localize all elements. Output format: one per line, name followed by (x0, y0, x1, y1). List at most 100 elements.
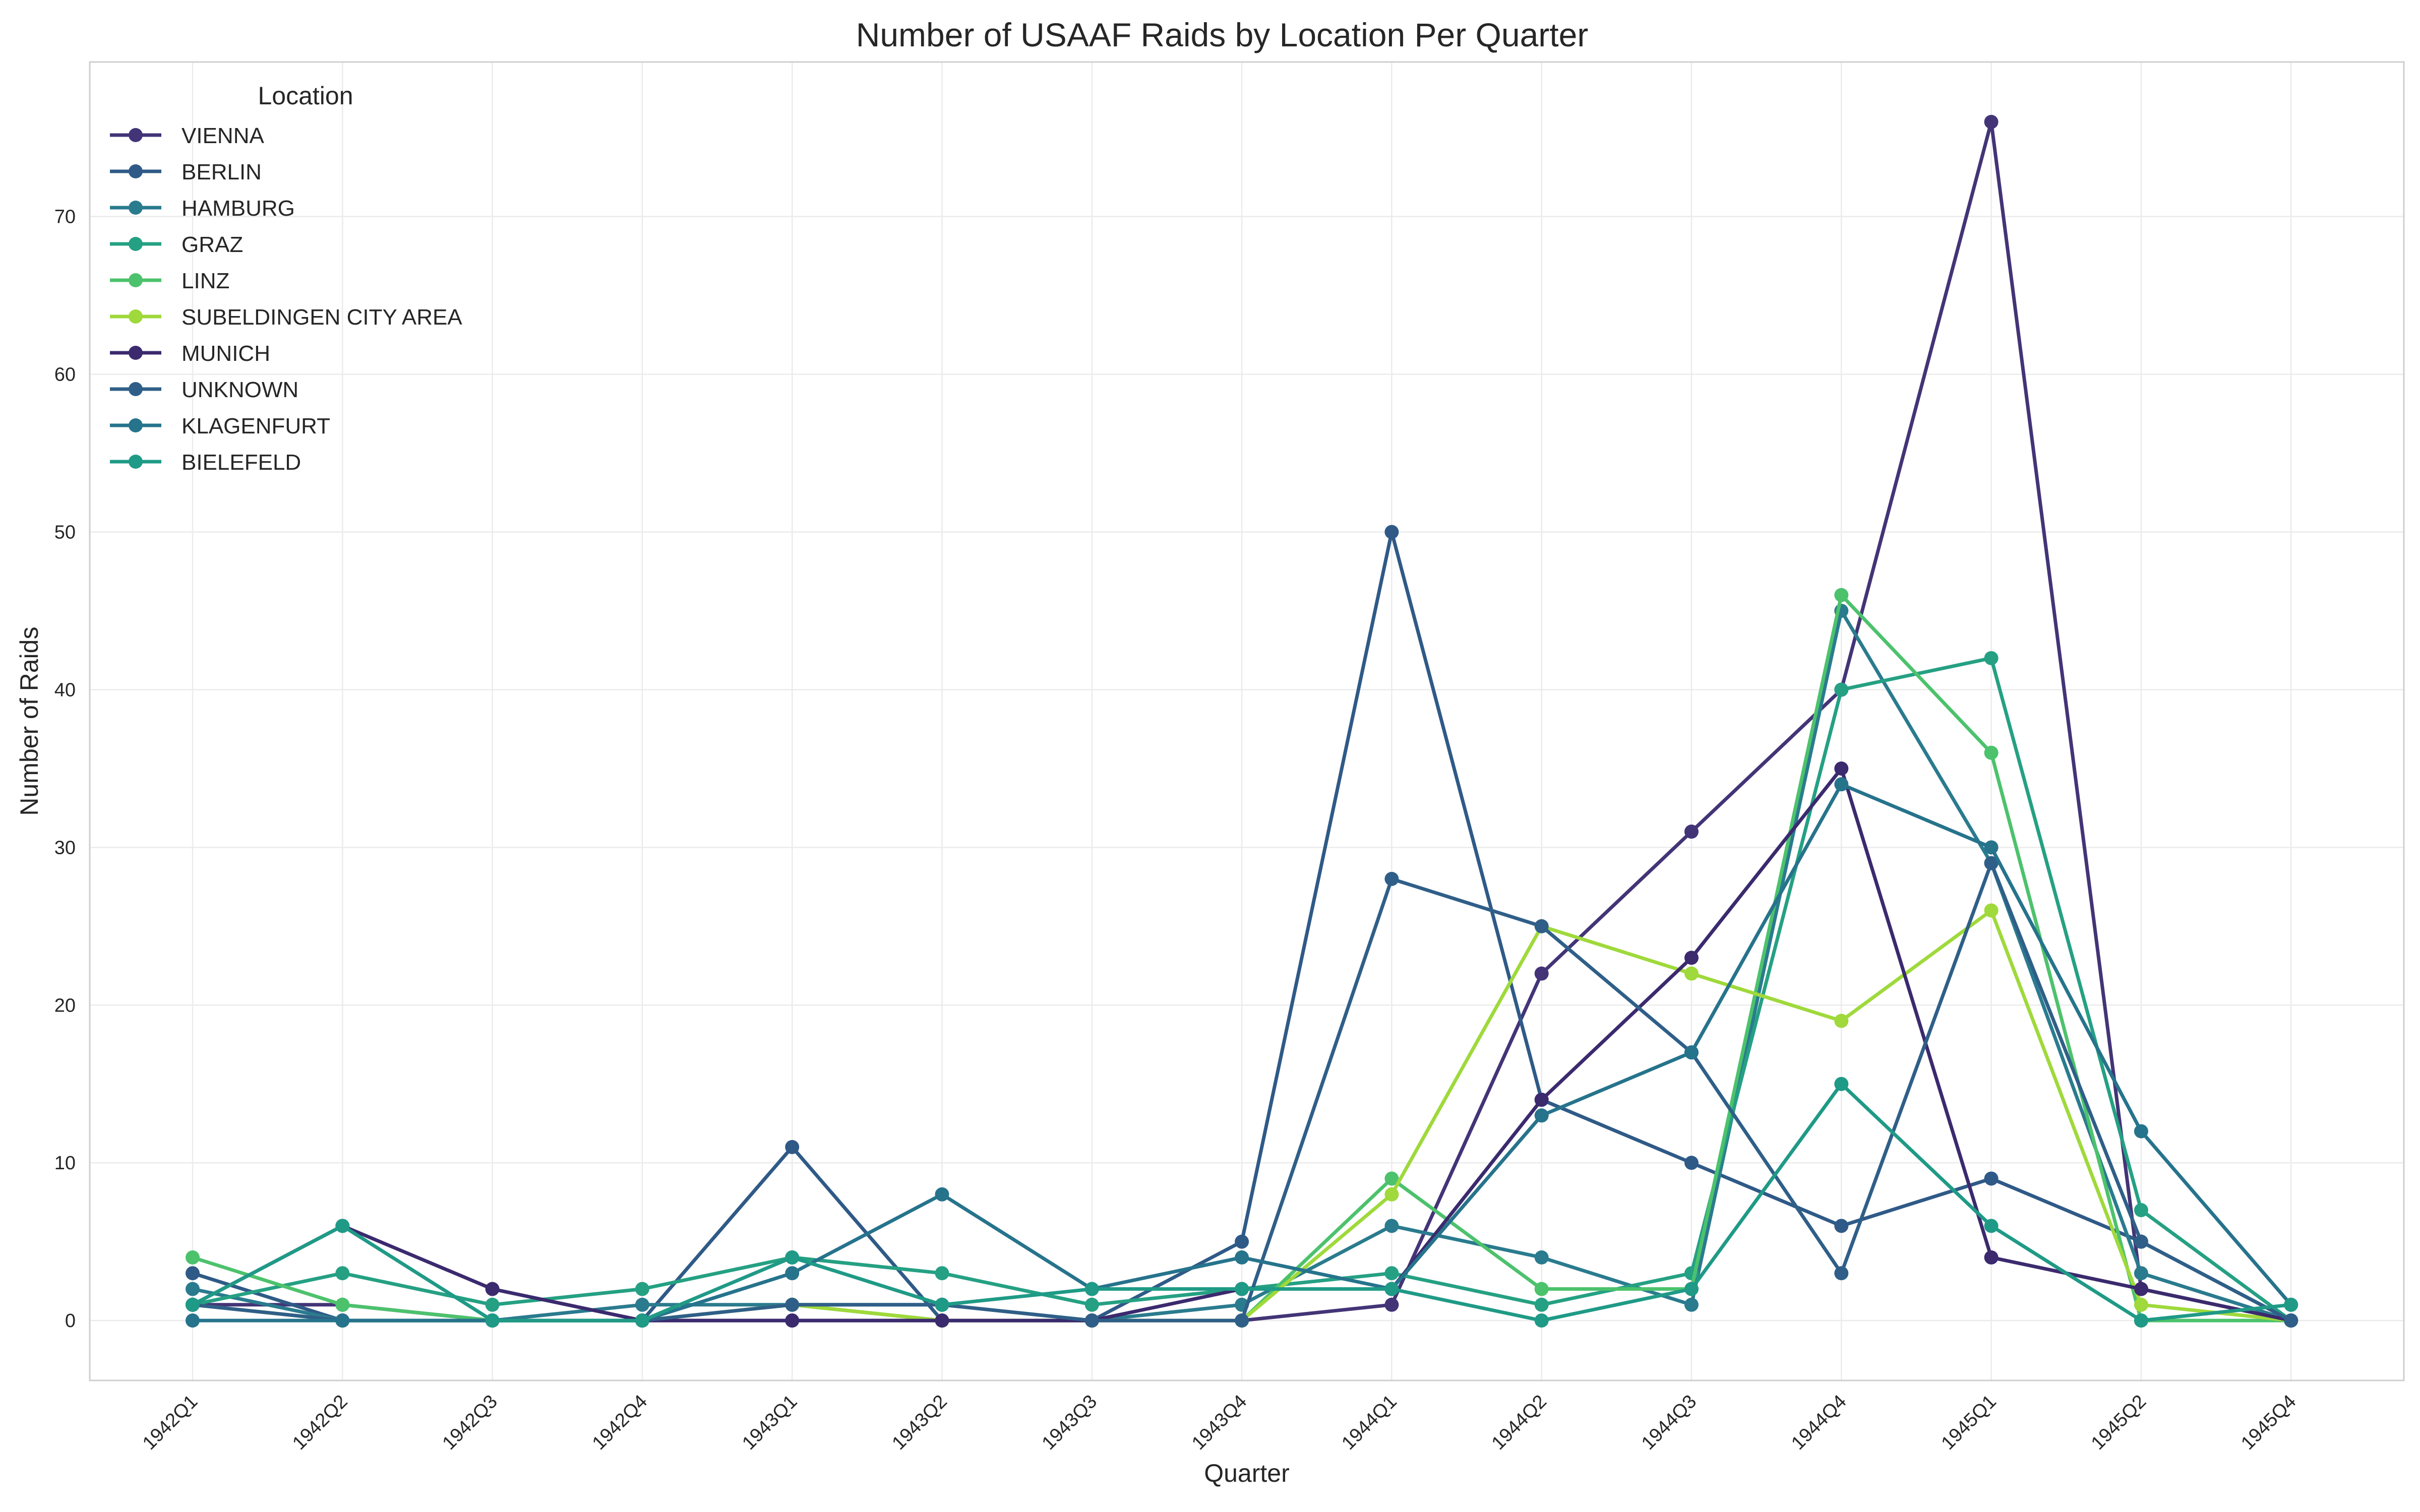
data-point (186, 1297, 200, 1312)
chart-title: Number of USAAF Raids by Location Per Qu… (856, 16, 1589, 53)
data-point (1834, 761, 1849, 776)
data-point (1984, 840, 1999, 855)
legend-label: LINZ (182, 269, 229, 293)
legend-label: BIELEFELD (182, 450, 301, 475)
data-point (2134, 1124, 2148, 1139)
data-point (335, 1313, 350, 1328)
legend-label: MUNICH (182, 341, 270, 366)
series-bielefeld (186, 1077, 2298, 1328)
y-tick-label: 40 (54, 679, 76, 701)
data-point (1534, 966, 1549, 981)
legend-entry: UNKNOWN (110, 377, 298, 402)
data-point (1984, 114, 1999, 129)
legend-entry: GRAZ (110, 232, 243, 257)
data-point (1684, 951, 1699, 965)
data-point (1684, 1156, 1699, 1170)
data-point (485, 1282, 500, 1296)
x-axis-label: Quarter (1204, 1459, 1290, 1487)
data-point (785, 1266, 800, 1281)
data-point (785, 1250, 800, 1265)
data-point (1384, 1187, 1399, 1202)
data-point (335, 1219, 350, 1233)
legend-entry: LINZ (110, 269, 229, 293)
data-point (2284, 1297, 2298, 1312)
data-point (335, 1297, 350, 1312)
data-point (1684, 1297, 1699, 1312)
data-point (335, 1266, 350, 1281)
data-point (785, 1313, 800, 1328)
data-point (1534, 1297, 1549, 1312)
data-point (1984, 856, 1999, 870)
legend-entry: KLAGENFURT (110, 414, 330, 438)
data-point (1534, 1282, 1549, 1296)
legend-marker (129, 237, 143, 251)
data-point (1834, 682, 1849, 697)
data-point (785, 1297, 800, 1312)
grid-lines (90, 62, 2404, 1380)
data-point (1384, 1219, 1399, 1233)
legend-entry: BERLIN (110, 160, 262, 184)
y-axis-ticks: 0 10 20 30 40 50 60 70 (54, 207, 76, 1332)
data-point (935, 1187, 949, 1202)
data-point (1834, 588, 1849, 602)
data-point (935, 1313, 949, 1328)
legend-marker (129, 346, 143, 360)
legend-marker (129, 128, 143, 142)
data-point (2134, 1266, 2148, 1281)
data-point (1235, 1250, 1249, 1265)
legend: Location VIENNA BERLIN HAMBURG GRAZ LINZ SUBE… (110, 82, 462, 475)
legend-entry: BIELEFELD (110, 450, 301, 475)
data-point (1534, 1250, 1549, 1265)
data-point (635, 1282, 649, 1296)
data-point (1984, 745, 1999, 760)
data-point (2134, 1234, 2148, 1249)
legend-label: KLAGENFURT (182, 414, 330, 438)
data-point (2284, 1313, 2298, 1328)
legend-marker (129, 418, 143, 432)
data-point (1984, 1250, 1999, 1265)
data-point (1834, 777, 1849, 792)
legend-marker (129, 455, 143, 469)
legend-marker (129, 309, 143, 324)
data-point (1084, 1297, 1099, 1312)
data-point (2134, 1313, 2148, 1328)
y-axis-label: Number of Raids (15, 626, 43, 815)
data-point (186, 1250, 200, 1265)
data-point (1534, 1313, 1549, 1328)
y-tick-label: 70 (54, 207, 76, 228)
legend-label: SUBELDINGEN CITY AREA (182, 305, 462, 330)
legend-entry: MUNICH (110, 341, 270, 366)
legend-label: UNKNOWN (182, 377, 298, 402)
y-tick-label: 30 (54, 837, 76, 858)
data-point (2134, 1203, 2148, 1218)
data-point (1534, 919, 1549, 933)
data-point (935, 1266, 949, 1281)
series-layer (186, 114, 2298, 1328)
data-point (935, 1297, 949, 1312)
legend-marker (129, 382, 143, 396)
data-point (1984, 1171, 1999, 1186)
data-point (1235, 1282, 1249, 1296)
y-tick-label: 0 (65, 1310, 76, 1332)
data-point (1984, 1219, 1999, 1233)
data-point (1834, 1266, 1849, 1281)
legend-entry: SUBELDINGEN CITY AREA (110, 305, 462, 330)
data-point (1984, 903, 1999, 918)
legend-marker (129, 164, 143, 178)
data-point (2134, 1282, 2148, 1296)
data-point (1084, 1313, 1099, 1328)
legend-label: BERLIN (182, 160, 262, 184)
data-point (2134, 1297, 2148, 1312)
y-tick-label: 20 (54, 995, 76, 1016)
data-point (1384, 525, 1399, 539)
data-point (1235, 1313, 1249, 1328)
data-point (635, 1297, 649, 1312)
data-point (1384, 1171, 1399, 1186)
data-point (1384, 1266, 1399, 1281)
y-tick-label: 60 (54, 364, 76, 386)
data-point (1984, 651, 1999, 665)
data-point (635, 1313, 649, 1328)
data-point (1684, 1045, 1699, 1060)
